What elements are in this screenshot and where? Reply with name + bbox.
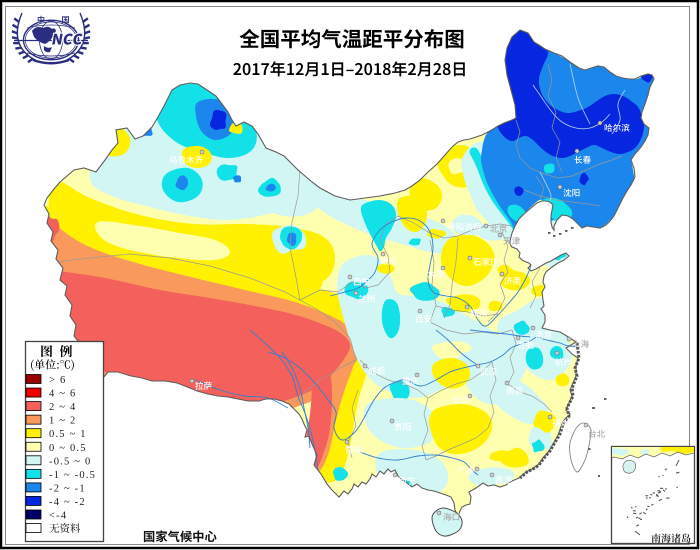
svg-text:> 6: > 6: [49, 375, 66, 386]
svg-text:1 ~ 2: 1 ~ 2: [49, 416, 76, 427]
svg-text:-1 ~ -0.5: -1 ~ -0.5: [49, 470, 96, 481]
svg-text:-0.5 ~ 0: -0.5 ~ 0: [49, 456, 91, 467]
svg-text:4 ~ 6: 4 ~ 6: [49, 389, 76, 400]
svg-text:-4 ~ -2: -4 ~ -2: [49, 497, 86, 508]
svg-text:<-4: <-4: [49, 511, 67, 522]
svg-text:0 ~ 0.5: 0 ~ 0.5: [49, 443, 87, 454]
svg-text:0.5 ~ 1: 0.5 ~ 1: [49, 429, 87, 440]
svg-text:-2 ~ -1: -2 ~ -1: [49, 483, 86, 494]
svg-text:2 ~ 4: 2 ~ 4: [49, 402, 76, 413]
